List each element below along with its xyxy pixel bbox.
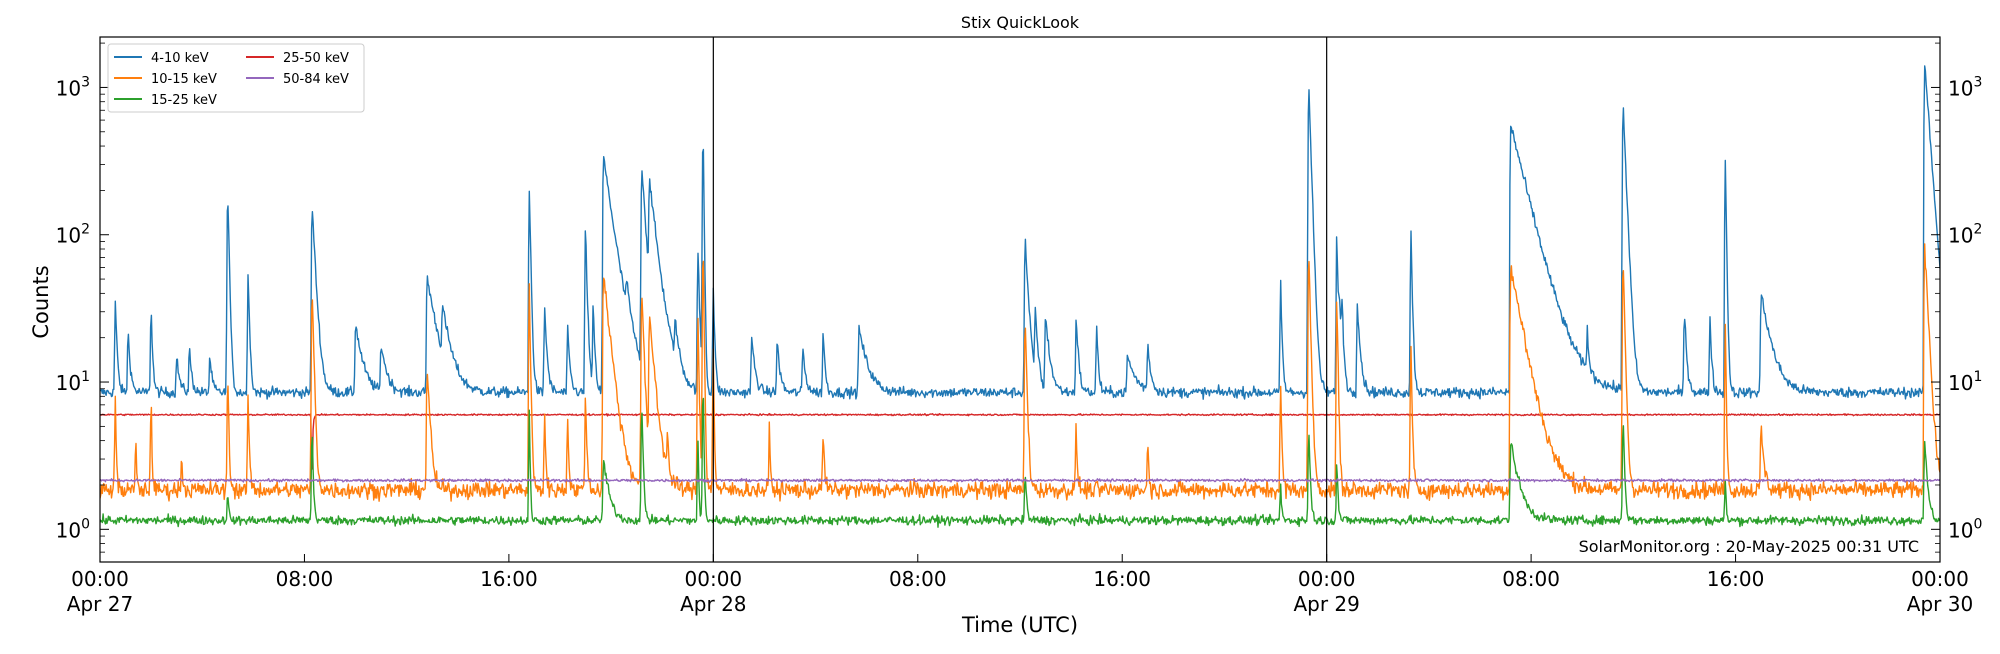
x-tick-label: 16:00 [1093,567,1151,591]
series-line-15-25-kev [100,397,1940,528]
y-tick-label: 101 [1948,369,1982,395]
x-tick-label: 08:00 [276,567,334,591]
x-tick-label: 00:00 [71,567,129,591]
plot-area-frame [99,36,1941,563]
y-tick-label: 103 [1948,74,1982,100]
series-line-50-84-kev [100,477,1940,483]
series-line-25-50-kev [100,412,1940,470]
x-tick-label: 00:00 [1298,567,1356,591]
legend-label: 10-15 keV [151,72,217,87]
series-lines [100,65,1940,528]
legend: 4-10 keV 10-15 keV 15-25 keV 25-50 keV 50-84… [107,43,365,113]
x-tick-date-label: Apr 28 [680,592,746,616]
day-boundary-lines [712,37,1328,562]
legend-label: 50-84 keV [283,72,349,87]
series-line-4-10-kev [100,65,1940,400]
y-axis-title: Counts [29,265,53,338]
y-tick-label: 100 [1948,516,1982,542]
y-tick-label: 102 [56,222,90,248]
x-tick-label: 00:00 [1911,567,1969,591]
x-tick-label: 08:00 [1502,567,1560,591]
x-tick-label: 16:00 [1707,567,1765,591]
x-tick-date-label: Apr 27 [67,592,133,616]
legend-label: 4-10 keV [151,51,209,66]
x-tick-label: 08:00 [889,567,947,591]
y-tick-label: 100 [56,516,90,542]
chart-title: Stix QuickLook [961,13,1080,32]
series-line-10-15-kev [100,243,1940,502]
legend-box [107,43,365,113]
x-tick-date-label: Apr 30 [1907,592,1973,616]
x-tick-label: 00:00 [685,567,743,591]
y-tick-label: 103 [56,74,90,100]
x-tick-date-label: Apr 29 [1293,592,1359,616]
y-axis: 100 100 101 101 102 102 103 103 [56,42,1982,563]
y-tick-label: 101 [56,369,90,395]
x-axis-title: Time (UTC) [961,613,1078,637]
source-annotation: SolarMonitor.org : 20-May-2025 00:31 UTC [1579,537,1919,556]
legend-label: 25-50 keV [283,51,349,66]
legend-label: 15-25 keV [151,93,217,108]
y-tick-label: 102 [1948,222,1982,248]
x-tick-label: 16:00 [480,567,538,591]
